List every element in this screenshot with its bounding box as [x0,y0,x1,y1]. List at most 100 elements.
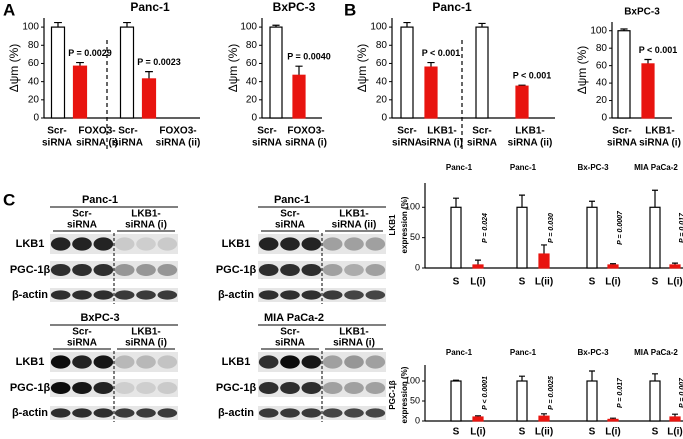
blot-band [136,237,156,251]
blot-band [72,382,92,394]
row-label: β-actin [12,289,48,301]
y-tick-label: 60 [246,58,258,69]
bar [669,416,681,422]
blot-band [280,408,300,418]
blot-band [322,355,343,369]
blot-band [365,382,386,394]
error-bar [478,22,486,28]
group-label: Scr- [280,209,299,220]
error-bar [54,21,62,28]
x-tick-label: siRNA [42,138,72,149]
bar [472,416,484,422]
x-tick-label: S [589,427,596,438]
blot-band [50,290,71,300]
chart-title: Panc-1 [432,0,472,14]
group-label: siRNA (i) [333,338,375,349]
y-tick-label: 40 [376,76,388,87]
bar [450,380,462,422]
row-label: LKB1 [16,238,45,250]
y-tick-label: 80 [246,40,258,51]
x-tick-label: S [453,277,460,288]
bar [72,65,88,119]
row-label: LKB1 [222,238,251,250]
blot-band [157,264,178,276]
blot-band [93,408,114,418]
p-value: P = 0.0025 [548,376,555,410]
p-value: P = 0.0029 [68,48,112,58]
group-label: siRNA [67,220,97,231]
blot-title: BxPC-3 [80,312,119,324]
blot-band [301,237,322,251]
panel-label: A [3,0,15,19]
blot-band [50,237,71,251]
y-tick-label: 100 [405,202,420,212]
error-bar [145,71,153,79]
y-tick-label: 20 [376,94,388,105]
blot-band [50,382,71,394]
blot-band [280,237,300,251]
x-tick-label: siRNA (i) [421,138,463,149]
error-bar [541,244,547,255]
y-tick-label: 100 [22,22,39,33]
group-title: Panc-1 [446,348,473,357]
row-label: β-actin [12,407,48,419]
blot-band [93,290,114,300]
group-title: Panc-1 [510,163,537,172]
x-tick-label: S [519,427,526,438]
row-label: PGC-1β [216,382,257,394]
y-axis-label: Δψm (%) [355,44,369,93]
blot-band [93,264,114,276]
group-label: Scr- [280,327,299,338]
blot-band [344,264,364,276]
group-title: Panc-1 [510,348,537,357]
group-label: Scr- [72,327,91,338]
blot-band [365,290,386,300]
blot-band [258,355,279,369]
x-tick-label: Scr- [397,126,416,137]
error-bar [644,58,652,64]
bar [586,206,598,269]
blot-band [322,290,343,300]
y-tick-label: 60 [376,58,388,69]
blot-band [280,264,300,276]
error-bar [652,189,658,208]
bar [269,26,283,119]
x-tick-label: S [652,427,659,438]
x-tick-label: L(i) [667,277,683,288]
x-tick-label: siRNA (i) [285,138,327,149]
y-tick-label: 60 [28,58,40,69]
y-tick-label: 40 [28,76,40,87]
y-tick-label: 100 [590,25,607,36]
y-tick-label: 100 [240,22,257,33]
blot-band [136,408,156,418]
row-label: β-actin [218,407,254,419]
blot-band [301,355,322,369]
y-tick-label: 0 [251,113,257,124]
blot-band [344,237,364,251]
x-tick-label: LKB1- [515,126,544,137]
blot-band [136,382,156,394]
bar [292,74,306,119]
blot-band [157,355,178,369]
row-label: PGC-1β [10,264,51,276]
group-label: LKB1- [131,327,160,338]
bar [450,206,462,269]
bar [516,380,528,422]
y-tick-label: 80 [376,40,388,51]
group-label: LKB1- [339,209,368,220]
blot-band [365,408,386,418]
x-tick-label: L(i) [667,427,683,438]
x-tick-label: L(i) [470,427,486,438]
group-title: MIA PaCa-2 [634,348,678,357]
y-tick-label: 60 [596,60,608,71]
p-value: P = 0.0007 [617,210,624,245]
blot-band [114,382,135,394]
bar [119,26,135,119]
bar [50,26,66,119]
group-title: MIA PaCa-2 [634,163,678,172]
error-bar [295,65,303,76]
blot-band [301,290,322,300]
x-tick-label: S [589,277,596,288]
x-tick-label: Scr- [257,126,276,137]
blot-band [157,290,178,300]
